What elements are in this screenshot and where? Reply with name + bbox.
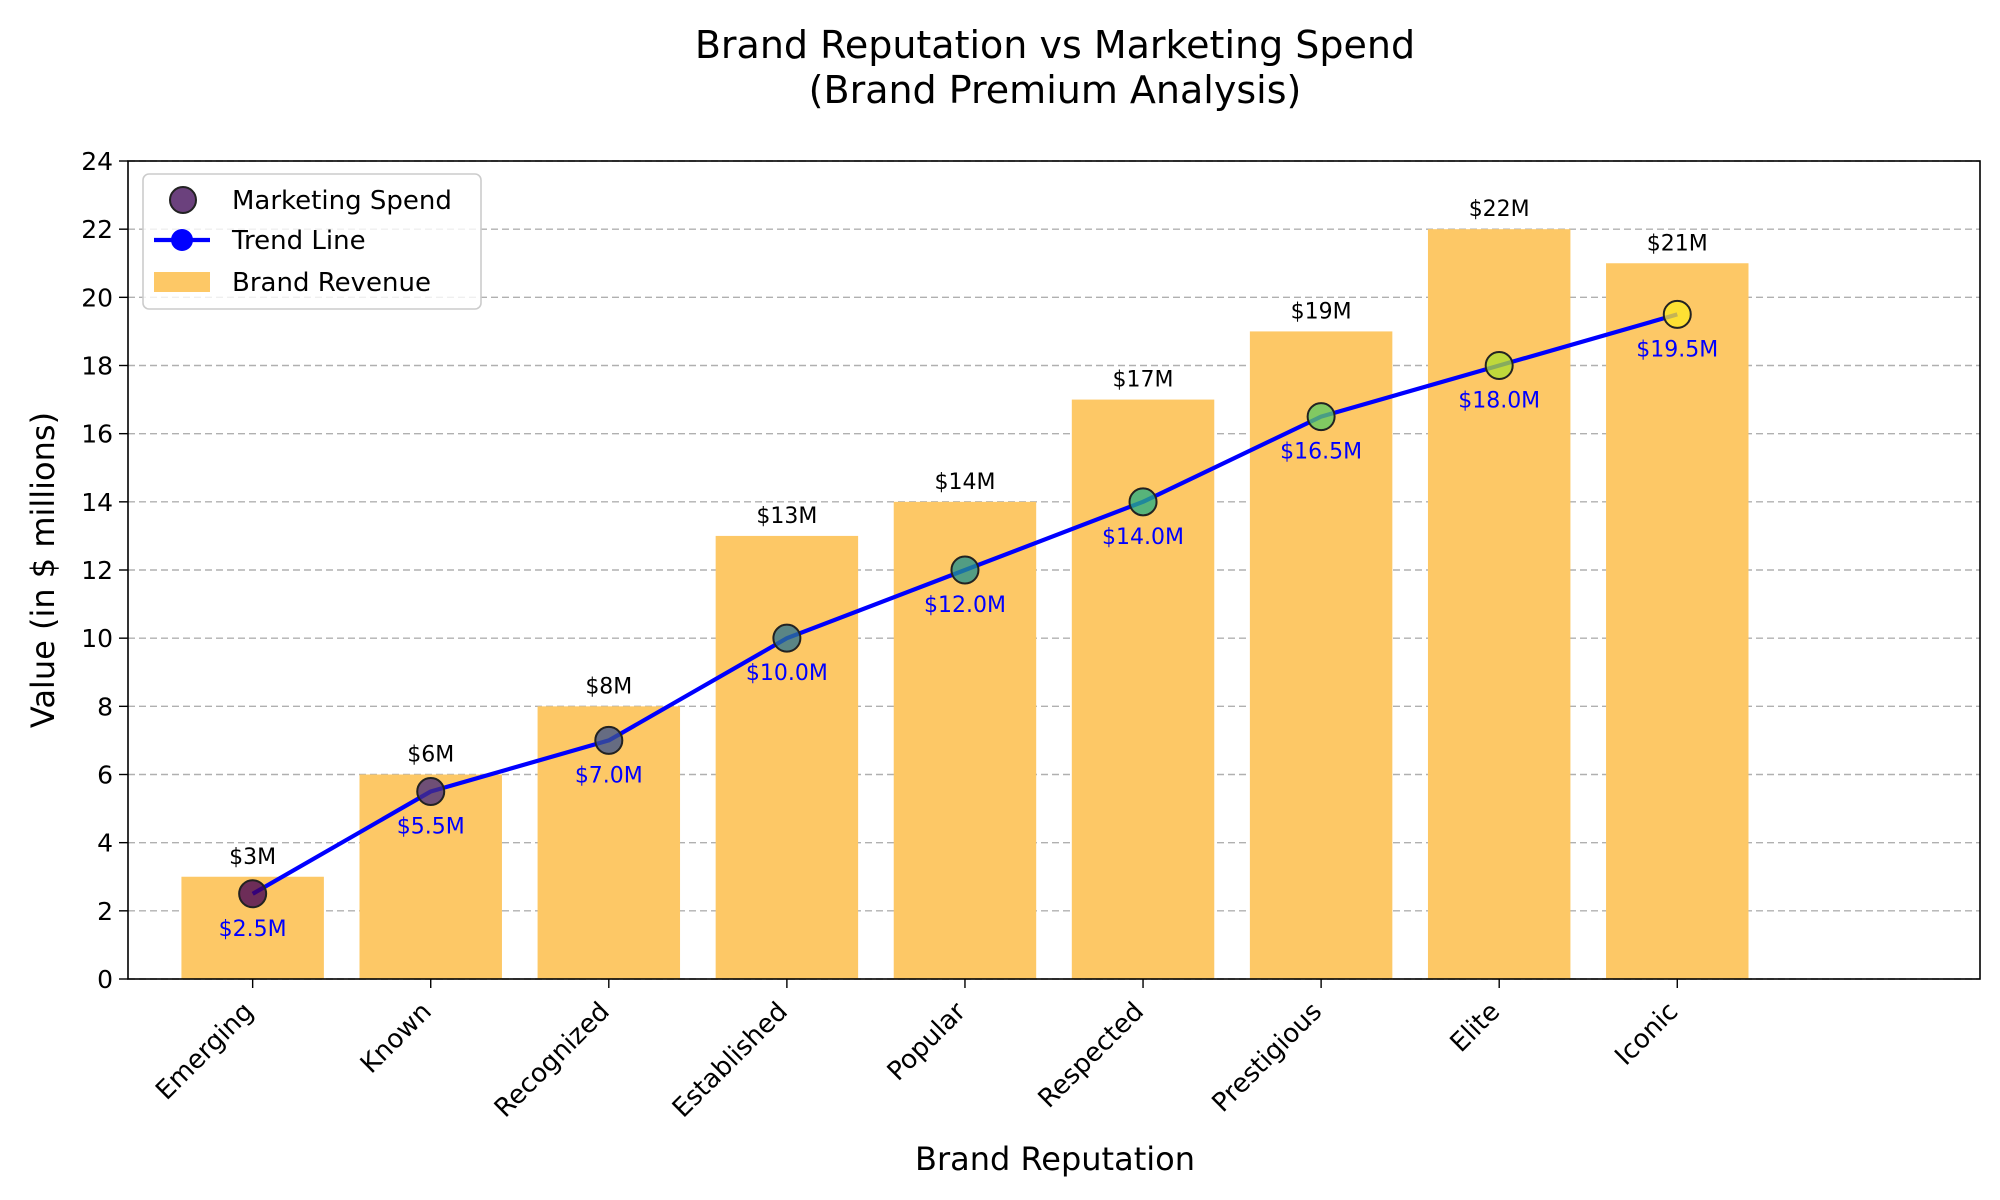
marketing-spend-label: $16.5M <box>1280 440 1362 465</box>
x-axis-label: Brand Reputation <box>915 1140 1195 1178</box>
y-tick-label: 18 <box>81 352 113 381</box>
revenue-bar <box>715 535 859 979</box>
revenue-bar-label: $21M <box>1647 231 1708 256</box>
marketing-spend-marker <box>772 623 802 653</box>
revenue-bar-label: $14M <box>934 470 995 495</box>
marker-series <box>238 299 1692 909</box>
marketing-spend-label: $10.0M <box>746 661 828 686</box>
y-tick-label: 12 <box>81 556 113 585</box>
marketing-spend-label: $7.0M <box>575 763 643 788</box>
y-tick-label: 22 <box>81 215 113 244</box>
revenue-bar <box>1606 263 1749 979</box>
marketing-spend-label: $18.0M <box>1458 389 1540 414</box>
marketing-spend-label: $19.5M <box>1636 337 1718 362</box>
marketing-spend-label: $12.0M <box>924 593 1006 618</box>
marketing-spend-label: $14.0M <box>1102 525 1184 550</box>
marketing-spend-marker <box>594 725 624 755</box>
revenue-bar-label: $6M <box>407 743 454 768</box>
y-axis-label: Value (in $ millions) <box>24 412 62 728</box>
legend-label: Trend Line <box>231 226 366 256</box>
legend-marker-icon <box>169 186 197 214</box>
revenue-bar-label: $19M <box>1291 299 1352 324</box>
revenue-bar-label: $13M <box>756 504 817 529</box>
y-tick-label: 0 <box>97 965 113 994</box>
y-tick-label: 2 <box>97 897 113 926</box>
y-tick-label: 24 <box>81 147 113 176</box>
revenue-bar <box>359 774 502 979</box>
chart-title: Brand Reputation vs Marketing Spend <box>695 23 1415 67</box>
revenue-bar-label: $17M <box>1113 368 1174 393</box>
marketing-spend-label: $5.5M <box>397 815 465 840</box>
marketing-spend-marker <box>1484 351 1514 380</box>
y-tick-label: 20 <box>81 283 113 312</box>
marketing-spend-marker <box>1662 299 1692 329</box>
chart-subtitle: (Brand Premium Analysis) <box>809 68 1302 112</box>
y-tick-label: 6 <box>97 761 113 790</box>
revenue-bar <box>1427 229 1571 979</box>
legend-label: Brand Revenue <box>232 268 431 298</box>
y-tick-label: 10 <box>81 624 113 653</box>
legend-box <box>142 173 482 310</box>
revenue-bar-label: $8M <box>585 674 632 699</box>
y-tick-label: 4 <box>97 829 113 858</box>
revenue-bar-label: $3M <box>229 845 276 870</box>
y-tick-label: 14 <box>81 488 113 517</box>
legend: Marketing Spend Trend Line Brand Revenue <box>142 173 482 310</box>
legend-line-marker-icon <box>171 229 193 251</box>
marketing-spend-label: $2.5M <box>219 917 287 942</box>
y-tick-label: 8 <box>97 692 113 721</box>
marketing-spend-marker <box>416 777 446 807</box>
legend-label: Marketing Spend <box>232 186 452 216</box>
marketing-spend-marker <box>1128 487 1158 517</box>
marketing-spend-marker <box>950 555 980 585</box>
y-tick-label: 16 <box>81 420 113 449</box>
revenue-bar <box>1071 399 1215 979</box>
bar-series <box>181 229 1749 980</box>
data-labels: $3M $6M $8M $13M $14M $17M $19M $22M $21M $2.5M $5… <box>219 197 1719 942</box>
marketing-spend-marker <box>1306 402 1336 432</box>
legend-bar-icon <box>154 272 210 292</box>
revenue-bar-label: $22M <box>1469 197 1530 222</box>
marketing-spend-marker <box>238 879 268 909</box>
